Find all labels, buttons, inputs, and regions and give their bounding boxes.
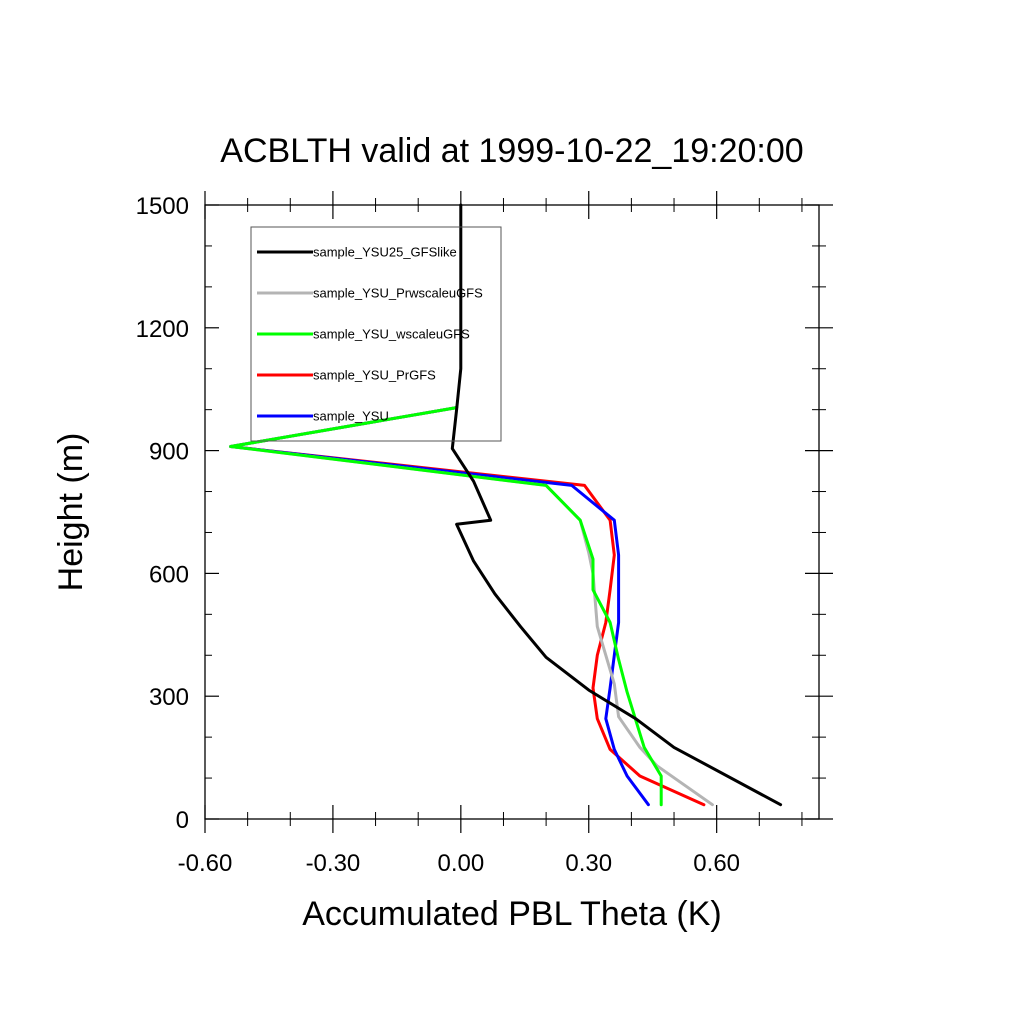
tick-labels: -0.60 -0.30 0.00 0.30 0.60 0 300 600 900 1200 1500: [136, 193, 740, 877]
plot-series: [229, 203, 783, 807]
y-tick-label: 300: [149, 684, 189, 711]
axis-ticks: [204, 191, 833, 833]
x-tick-label: -0.60: [178, 850, 233, 877]
plot-frame: [204, 204, 820, 820]
legend-label: sample_YSU25_GFSlike: [313, 245, 457, 260]
legend-label: sample_YSU: [313, 409, 389, 424]
legend-label: sample_YSU_wscaleuGFS: [313, 327, 470, 342]
series-line-sample-ysu-prgfs: [229, 406, 706, 807]
x-tick-label: 0.60: [693, 850, 740, 877]
legend: sample_YSU25_GFSlike sample_YSU_Prwscaleu…: [250, 226, 502, 442]
x-axis-label: Accumulated PBL Theta (K): [302, 895, 722, 933]
x-tick-label: -0.30: [306, 850, 361, 877]
chart-title: ACBLTH valid at 1999-10-22_19:20:00: [220, 132, 803, 170]
y-axis-label: Height (m): [52, 433, 90, 592]
legend-label: sample_YSU_PrwscaleuGFS: [313, 286, 483, 301]
legend-label: sample_YSU_PrGFS: [313, 368, 436, 383]
series-line-sample-ysu: [229, 406, 650, 807]
x-tick-label: 0.00: [437, 850, 484, 877]
series-line-sample-ysu25-gfslike: [450, 203, 783, 807]
y-tick-label: 900: [149, 439, 189, 466]
y-tick-label: 0: [176, 807, 189, 834]
y-tick-label: 600: [149, 561, 189, 588]
y-tick-label: 1200: [136, 316, 189, 343]
x-tick-label: 0.30: [565, 850, 612, 877]
legend-box: [250, 226, 502, 442]
y-tick-label: 1500: [136, 193, 189, 220]
series-line-sample-ysu-wscaleugfs: [229, 406, 663, 807]
